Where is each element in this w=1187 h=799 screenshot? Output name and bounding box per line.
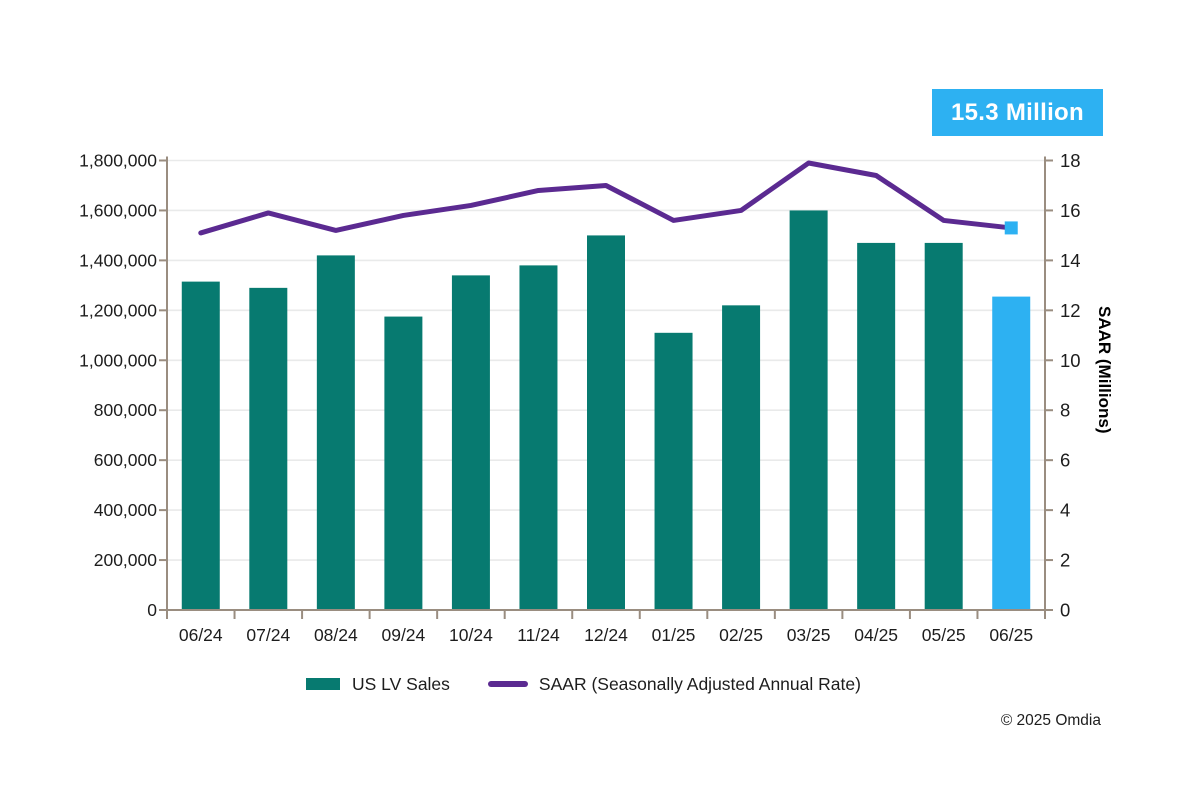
bar-02/25 — [722, 305, 761, 610]
x-axis-label-06/25: 06/25 — [989, 625, 1033, 645]
left-axis-tick-label: 1,200,000 — [79, 300, 157, 320]
right-axis-title: SAAR (Millions) — [1095, 306, 1114, 434]
right-axis-tick-label: 4 — [1060, 500, 1070, 521]
x-axis-label-04/25: 04/25 — [854, 625, 898, 645]
legend-bar-swatch-icon — [306, 678, 340, 690]
bar-04/25 — [857, 242, 896, 611]
x-axis-label-03/25: 03/25 — [787, 625, 831, 645]
copyright-text: © 2025 Omdia — [1000, 712, 1101, 729]
bar-06/25 — [992, 296, 1031, 610]
right-axis-tick-label: 14 — [1060, 250, 1081, 271]
legend-bar-label: US LV Sales — [352, 673, 450, 694]
x-axis-label-08/24: 08/24 — [314, 625, 358, 645]
bar-09/24 — [384, 316, 423, 610]
left-axis-tick-label: 200,000 — [94, 550, 158, 570]
bar-10/24 — [451, 275, 490, 610]
x-axis-label-07/24: 07/24 — [246, 625, 290, 645]
saar-callout-badge: 15.3 Million — [932, 89, 1103, 136]
right-axis-tick-label: 8 — [1060, 400, 1070, 421]
left-axis-tick-label: 600,000 — [94, 450, 158, 470]
saar-line — [198, 160, 1014, 236]
left-axis-tick-label: 1,800,000 — [79, 151, 157, 171]
chart-legend: US LV Sales SAAR (Seasonally Adjusted An… — [306, 671, 861, 697]
bar-07/24 — [249, 287, 288, 610]
x-axis-label-10/24: 10/24 — [449, 625, 493, 645]
right-axis-tick-label: 10 — [1060, 350, 1081, 371]
bar-06/24 — [181, 281, 220, 610]
x-axis-label-01/25: 01/25 — [652, 625, 696, 645]
right-axis-tick-label: 6 — [1060, 450, 1070, 471]
bar-12/24 — [587, 235, 625, 610]
bar-08/24 — [316, 255, 355, 610]
x-axis-label-06/24: 06/24 — [179, 625, 223, 645]
left-axis-tick-label: 0 — [147, 600, 157, 620]
right-axis-tick-label: 18 — [1060, 150, 1081, 171]
saar-callout-text: 15.3 Million — [951, 98, 1084, 126]
legend-line-swatch-icon — [487, 681, 528, 687]
left-axis-tick-label: 400,000 — [94, 500, 158, 520]
x-axis-label-05/25: 05/25 — [922, 625, 966, 645]
legend-line-label: SAAR (Seasonally Adjusted Annual Rate) — [538, 673, 861, 694]
x-axis-label-11/24: 11/24 — [517, 625, 560, 645]
right-axis-tick-label: 12 — [1060, 300, 1081, 321]
left-axis-tick-label: 1,400,000 — [79, 250, 157, 270]
x-axis-label-09/24: 09/24 — [381, 625, 425, 645]
saar-last-point-marker — [1004, 221, 1018, 235]
bar-03/25 — [789, 210, 828, 610]
bar-01/25 — [654, 332, 693, 610]
x-axis-label-12/24: 12/24 — [584, 625, 628, 645]
right-axis-tick-label: 2 — [1060, 550, 1070, 571]
left-axis-tick-label: 1,000,000 — [79, 350, 157, 370]
x-axis-label-02/25: 02/25 — [719, 625, 763, 645]
left-axis-tick-label: 800,000 — [94, 400, 158, 420]
bar-05/25 — [924, 242, 963, 611]
left-axis-tick-label: 1,600,000 — [79, 200, 157, 220]
right-axis-tick-label: 16 — [1060, 200, 1081, 221]
bar-11/24 — [519, 265, 558, 610]
right-axis-tick-label: 0 — [1060, 600, 1070, 621]
